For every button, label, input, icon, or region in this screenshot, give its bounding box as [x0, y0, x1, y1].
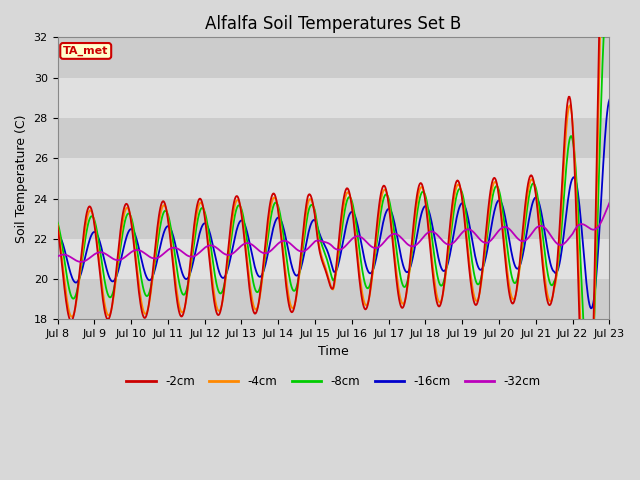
Bar — [58, 199, 609, 239]
Bar — [58, 279, 609, 319]
Bar — [58, 158, 609, 199]
Y-axis label: Soil Temperature (C): Soil Temperature (C) — [15, 114, 28, 242]
Legend: -2cm, -4cm, -8cm, -16cm, -32cm: -2cm, -4cm, -8cm, -16cm, -32cm — [122, 370, 546, 393]
Bar — [58, 37, 609, 78]
X-axis label: Time: Time — [318, 345, 349, 358]
Bar — [58, 118, 609, 158]
Bar — [58, 78, 609, 118]
Title: Alfalfa Soil Temperatures Set B: Alfalfa Soil Temperatures Set B — [205, 15, 461, 33]
Bar — [58, 239, 609, 279]
Text: TA_met: TA_met — [63, 46, 108, 56]
